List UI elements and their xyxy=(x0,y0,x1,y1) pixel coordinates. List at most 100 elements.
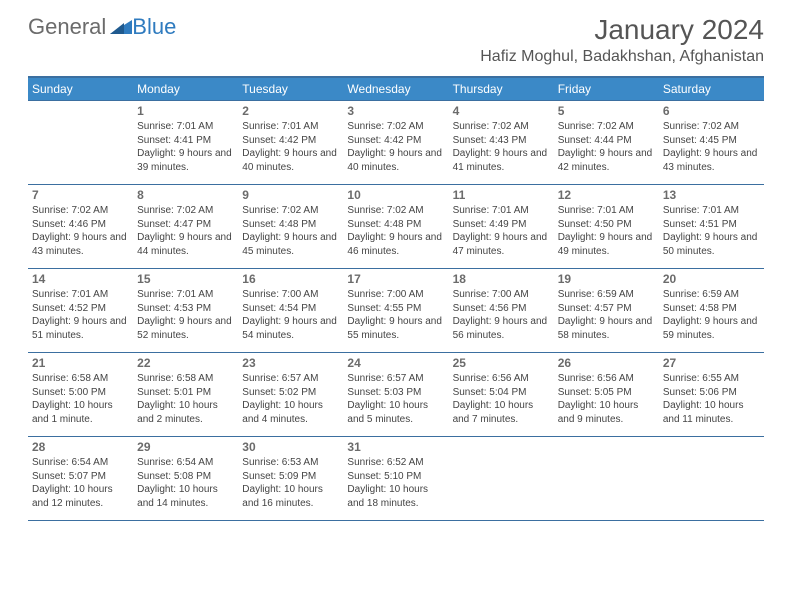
title-block: January 2024 Hafiz Moghul, Badakhshan, A… xyxy=(480,14,764,66)
sunset-line: Sunset: 4:41 PM xyxy=(137,134,234,148)
day-cell: 8Sunrise: 7:02 AMSunset: 4:47 PMDaylight… xyxy=(133,185,238,269)
calendar-table: Sunday Monday Tuesday Wednesday Thursday… xyxy=(28,76,764,521)
day-number: 24 xyxy=(347,355,444,371)
sunrise-line: Sunrise: 7:02 AM xyxy=(558,120,655,134)
day-number: 31 xyxy=(347,439,444,455)
daylight-line: Daylight: 9 hours and 44 minutes. xyxy=(137,231,234,258)
day-number: 2 xyxy=(242,103,339,119)
logo-icon xyxy=(110,14,132,40)
day-cell: 18Sunrise: 7:00 AMSunset: 4:56 PMDayligh… xyxy=(449,269,554,353)
daylight-line: Daylight: 10 hours and 1 minute. xyxy=(32,399,129,426)
day-number: 12 xyxy=(558,187,655,203)
day-number: 16 xyxy=(242,271,339,287)
daylight-line: Daylight: 10 hours and 16 minutes. xyxy=(242,483,339,510)
sunrise-line: Sunrise: 7:02 AM xyxy=(242,204,339,218)
day-number: 11 xyxy=(453,187,550,203)
day-cell: 23Sunrise: 6:57 AMSunset: 5:02 PMDayligh… xyxy=(238,353,343,437)
sunset-line: Sunset: 5:01 PM xyxy=(137,386,234,400)
day-cell: 22Sunrise: 6:58 AMSunset: 5:01 PMDayligh… xyxy=(133,353,238,437)
sunrise-line: Sunrise: 7:01 AM xyxy=(137,288,234,302)
wd-thu: Thursday xyxy=(449,77,554,101)
week-row: 14Sunrise: 7:01 AMSunset: 4:52 PMDayligh… xyxy=(28,269,764,353)
week-row: 1Sunrise: 7:01 AMSunset: 4:41 PMDaylight… xyxy=(28,101,764,185)
sunrise-line: Sunrise: 7:02 AM xyxy=(137,204,234,218)
month-title: January 2024 xyxy=(480,14,764,46)
sunset-line: Sunset: 5:09 PM xyxy=(242,470,339,484)
day-number: 28 xyxy=(32,439,129,455)
sunset-line: Sunset: 4:43 PM xyxy=(453,134,550,148)
daylight-line: Daylight: 10 hours and 2 minutes. xyxy=(137,399,234,426)
day-number: 14 xyxy=(32,271,129,287)
sunrise-line: Sunrise: 7:00 AM xyxy=(242,288,339,302)
daylight-line: Daylight: 9 hours and 56 minutes. xyxy=(453,315,550,342)
daylight-line: Daylight: 9 hours and 58 minutes. xyxy=(558,315,655,342)
daylight-line: Daylight: 10 hours and 4 minutes. xyxy=(242,399,339,426)
day-number: 15 xyxy=(137,271,234,287)
day-number: 21 xyxy=(32,355,129,371)
sunrise-line: Sunrise: 7:02 AM xyxy=(453,120,550,134)
daylight-line: Daylight: 9 hours and 40 minutes. xyxy=(347,147,444,174)
header: General Blue January 2024 Hafiz Moghul, … xyxy=(0,0,792,70)
wd-tue: Tuesday xyxy=(238,77,343,101)
sunrise-line: Sunrise: 7:01 AM xyxy=(558,204,655,218)
sunrise-line: Sunrise: 7:00 AM xyxy=(453,288,550,302)
day-number: 26 xyxy=(558,355,655,371)
wd-sun: Sunday xyxy=(28,77,133,101)
daylight-line: Daylight: 9 hours and 43 minutes. xyxy=(32,231,129,258)
sunset-line: Sunset: 5:06 PM xyxy=(663,386,760,400)
day-cell: 4Sunrise: 7:02 AMSunset: 4:43 PMDaylight… xyxy=(449,101,554,185)
day-number: 10 xyxy=(347,187,444,203)
day-cell: 26Sunrise: 6:56 AMSunset: 5:05 PMDayligh… xyxy=(554,353,659,437)
wd-fri: Friday xyxy=(554,77,659,101)
day-cell: 13Sunrise: 7:01 AMSunset: 4:51 PMDayligh… xyxy=(659,185,764,269)
sunrise-line: Sunrise: 7:01 AM xyxy=(32,288,129,302)
day-cell: 27Sunrise: 6:55 AMSunset: 5:06 PMDayligh… xyxy=(659,353,764,437)
day-number: 13 xyxy=(663,187,760,203)
daylight-line: Daylight: 9 hours and 51 minutes. xyxy=(32,315,129,342)
sunrise-line: Sunrise: 7:01 AM xyxy=(453,204,550,218)
day-number: 18 xyxy=(453,271,550,287)
daylight-line: Daylight: 10 hours and 12 minutes. xyxy=(32,483,129,510)
daylight-line: Daylight: 10 hours and 7 minutes. xyxy=(453,399,550,426)
sunset-line: Sunset: 5:08 PM xyxy=(137,470,234,484)
sunset-line: Sunset: 4:46 PM xyxy=(32,218,129,232)
day-cell: 12Sunrise: 7:01 AMSunset: 4:50 PMDayligh… xyxy=(554,185,659,269)
sunset-line: Sunset: 4:56 PM xyxy=(453,302,550,316)
sunset-line: Sunset: 4:48 PM xyxy=(347,218,444,232)
day-cell: 15Sunrise: 7:01 AMSunset: 4:53 PMDayligh… xyxy=(133,269,238,353)
day-cell: 16Sunrise: 7:00 AMSunset: 4:54 PMDayligh… xyxy=(238,269,343,353)
sunrise-line: Sunrise: 6:52 AM xyxy=(347,456,444,470)
sunrise-line: Sunrise: 7:01 AM xyxy=(137,120,234,134)
daylight-line: Daylight: 9 hours and 46 minutes. xyxy=(347,231,444,258)
sunrise-line: Sunrise: 7:02 AM xyxy=(32,204,129,218)
day-number: 20 xyxy=(663,271,760,287)
day-number: 8 xyxy=(137,187,234,203)
week-row: 28Sunrise: 6:54 AMSunset: 5:07 PMDayligh… xyxy=(28,437,764,521)
sunrise-line: Sunrise: 7:01 AM xyxy=(242,120,339,134)
day-cell: 14Sunrise: 7:01 AMSunset: 4:52 PMDayligh… xyxy=(28,269,133,353)
day-number: 22 xyxy=(137,355,234,371)
day-cell: 29Sunrise: 6:54 AMSunset: 5:08 PMDayligh… xyxy=(133,437,238,521)
sunset-line: Sunset: 4:44 PM xyxy=(558,134,655,148)
daylight-line: Daylight: 9 hours and 47 minutes. xyxy=(453,231,550,258)
daylight-line: Daylight: 10 hours and 18 minutes. xyxy=(347,483,444,510)
sunset-line: Sunset: 4:53 PM xyxy=(137,302,234,316)
day-number: 25 xyxy=(453,355,550,371)
day-cell xyxy=(449,437,554,521)
daylight-line: Daylight: 9 hours and 41 minutes. xyxy=(453,147,550,174)
sunset-line: Sunset: 4:54 PM xyxy=(242,302,339,316)
day-number: 1 xyxy=(137,103,234,119)
day-cell: 31Sunrise: 6:52 AMSunset: 5:10 PMDayligh… xyxy=(343,437,448,521)
sunrise-line: Sunrise: 6:55 AM xyxy=(663,372,760,386)
sunset-line: Sunset: 5:04 PM xyxy=(453,386,550,400)
day-cell: 7Sunrise: 7:02 AMSunset: 4:46 PMDaylight… xyxy=(28,185,133,269)
sunset-line: Sunset: 4:45 PM xyxy=(663,134,760,148)
sunset-line: Sunset: 4:58 PM xyxy=(663,302,760,316)
day-cell: 17Sunrise: 7:00 AMSunset: 4:55 PMDayligh… xyxy=(343,269,448,353)
day-number: 17 xyxy=(347,271,444,287)
week-row: 21Sunrise: 6:58 AMSunset: 5:00 PMDayligh… xyxy=(28,353,764,437)
wd-sat: Saturday xyxy=(659,77,764,101)
sunrise-line: Sunrise: 6:56 AM xyxy=(453,372,550,386)
day-cell: 9Sunrise: 7:02 AMSunset: 4:48 PMDaylight… xyxy=(238,185,343,269)
sunset-line: Sunset: 5:00 PM xyxy=(32,386,129,400)
